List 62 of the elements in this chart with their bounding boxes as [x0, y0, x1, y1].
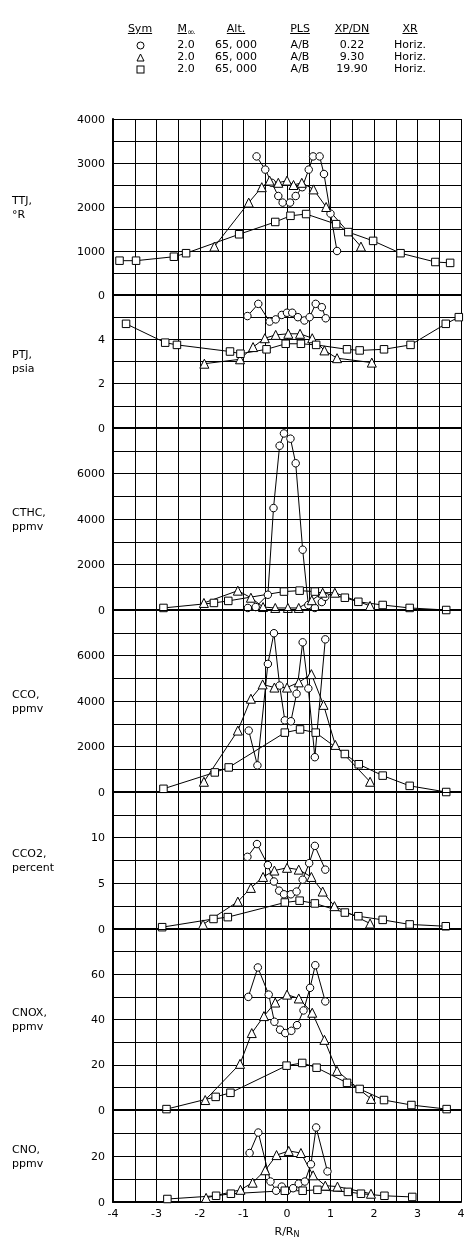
text: M$_{∞}$ [177, 22, 195, 38]
y-tick-label: 2000 [77, 558, 105, 571]
text: Horiz. [394, 50, 426, 63]
y-axis-title: CTHC, ppmv [12, 505, 46, 533]
y-tick-label: 2000 [77, 740, 105, 753]
text: Sym [127, 22, 153, 35]
x-tick-label: 0 [283, 1207, 291, 1220]
y-tick-label: 6000 [77, 649, 105, 662]
text: 65, 000 [215, 50, 257, 63]
text: 19.90 [336, 62, 368, 75]
text: Horiz. [394, 38, 426, 51]
y-tick-label: 0 [98, 785, 105, 799]
y-tick-label: 0 [98, 288, 105, 302]
y-tick-label: 2 [98, 377, 105, 391]
text: 9.30 [339, 50, 365, 63]
text: 0.22 [339, 38, 365, 51]
text: XR [402, 22, 418, 35]
text: A/B [290, 50, 310, 63]
text: A/B [290, 38, 310, 51]
y-tick-label: 0 [98, 603, 105, 617]
y-tick-label: 10 [91, 831, 105, 845]
y-tick-label: 3000 [77, 156, 105, 170]
y-tick-label: 20 [91, 1058, 105, 1072]
y-axis-title: CNOX, ppmv [12, 1006, 47, 1033]
text: XP/DN [334, 22, 370, 35]
x-tick-label: -2 [194, 1207, 206, 1220]
y-tick-label: 40 [91, 1013, 105, 1026]
y-tick-label: 4000 [77, 694, 105, 708]
text: 65, 000 [215, 38, 257, 51]
x-tick-label: -4 [107, 1207, 119, 1220]
text: PLS [290, 22, 310, 35]
x-tick-label: 1 [327, 1207, 334, 1220]
text: 2.0 [177, 50, 195, 63]
text: 2.0 [177, 38, 195, 51]
y-axis-title: PTJ, psia [12, 348, 35, 375]
y-axis-title: CCO2, percent [12, 847, 55, 874]
x-tick-label: 3 [414, 1207, 421, 1220]
y-tick-label: 20 [91, 1149, 105, 1163]
y-tick-label: 0 [98, 421, 105, 435]
text: 65, 000 [215, 62, 257, 75]
y-tick-label: 4000 [77, 512, 105, 526]
y-axis-title: TTJ, °R [11, 193, 32, 221]
text: Horiz. [394, 62, 426, 75]
y-axis-title: CCO, ppmv [12, 687, 44, 715]
y-tick-label: 6000 [77, 467, 105, 480]
y-tick-label: 0 [98, 1195, 105, 1209]
y-tick-label: 5 [98, 876, 105, 890]
x-tick-label: 4 [457, 1207, 465, 1220]
y-tick-label: 0 [98, 1103, 105, 1117]
x-tick-label: -1 [238, 1207, 249, 1220]
y-tick-label: 4000 [77, 112, 105, 126]
y-tick-label: 2000 [77, 200, 105, 214]
y-tick-label: 1000 [77, 244, 105, 258]
y-tick-label: 0 [98, 922, 105, 936]
text: 2.0 [177, 62, 195, 75]
x-tick-label: -3 [151, 1207, 162, 1220]
y-tick-label: 4 [98, 332, 105, 346]
x-tick-label: 2 [370, 1207, 378, 1220]
text: Alt. [226, 22, 246, 35]
y-tick-label: 60 [91, 967, 105, 981]
text: A/B [290, 62, 310, 75]
y-axis-title: CNO, ppmv [12, 1142, 44, 1170]
